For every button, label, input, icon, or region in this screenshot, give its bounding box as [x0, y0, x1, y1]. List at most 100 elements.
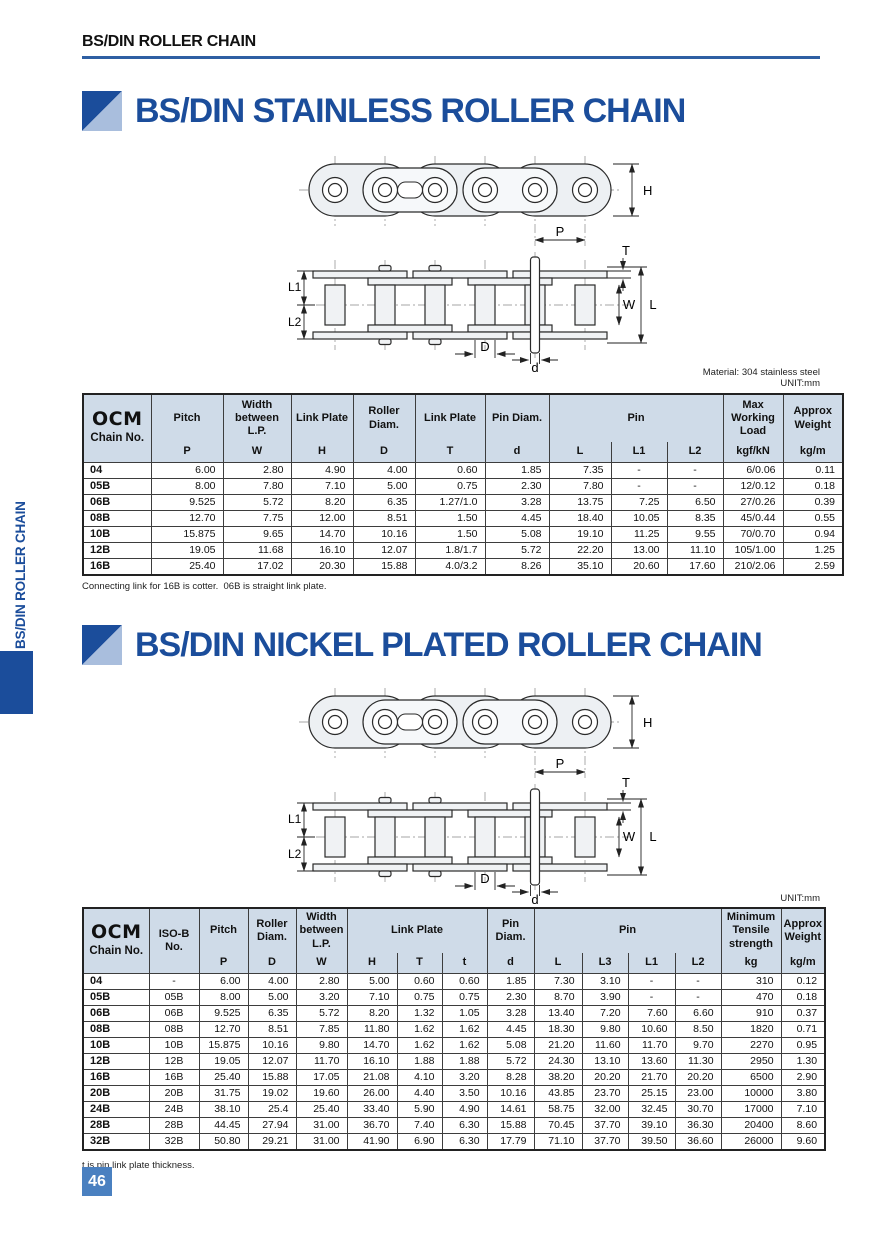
value-cell: 13.40 [533, 1004, 583, 1022]
dim-label-L1: L1 [288, 280, 302, 294]
column-group-header: Roller Diam. [352, 393, 416, 442]
value-cell: 11.68 [222, 541, 292, 559]
section-marker-icon [82, 91, 122, 131]
column-group-header: Width between L.P. [295, 907, 348, 953]
value-cell: 3.28 [484, 493, 550, 511]
value-cell: 5.08 [486, 1036, 535, 1054]
value-cell: 5.08 [484, 525, 550, 543]
value-cell: 4.10 [396, 1068, 443, 1086]
value-cell: 3.20 [441, 1068, 488, 1086]
value-cell: 38.20 [533, 1068, 583, 1086]
value-cell: 1.62 [441, 1036, 488, 1054]
dimension-lines [297, 695, 647, 896]
value-cell: - [610, 461, 668, 479]
table-row: 06B 9.525 5.72 8.20 6.35 1.27/1.0 3.28 13.75 7.2… [82, 493, 844, 511]
value-cell: 27/0.26 [722, 493, 784, 511]
column-group-header: Roller Diam. [247, 907, 297, 953]
value-cell: - [666, 461, 724, 479]
value-cell: 2270 [720, 1036, 782, 1054]
side-view-chain [312, 256, 608, 354]
brand-sub-label: Chain No. [89, 944, 144, 957]
value-cell: 24B [148, 1100, 200, 1118]
brand-sub-label: Chain No. [90, 432, 145, 445]
value-cell: 0.60 [414, 461, 486, 479]
value-cell: 7.85 [295, 1020, 348, 1038]
value-cell: - [627, 972, 676, 990]
value-cell: 35.10 [548, 557, 612, 575]
dim-label-L2: L2 [288, 847, 302, 861]
value-cell: 11.80 [346, 1020, 398, 1038]
value-cell: 0.60 [396, 972, 443, 990]
value-cell: 25.4 [247, 1100, 297, 1118]
value-cell: 14.70 [290, 525, 354, 543]
value-cell: 2.30 [484, 477, 550, 495]
value-cell: 37.70 [581, 1116, 629, 1134]
chain-no-cell: 10B [82, 1036, 150, 1054]
value-cell: 1.8/1.7 [414, 541, 486, 559]
value-cell: 14.61 [486, 1100, 535, 1118]
value-cell: 7.80 [222, 477, 292, 495]
column-symbol-header: t [441, 953, 488, 974]
roller-chain-technical-drawing: H P T L1 L2 W L D d [288, 156, 657, 375]
chain-no-cell: 10B [82, 525, 152, 543]
value-cell: 70.45 [533, 1116, 583, 1134]
value-cell: 11.70 [295, 1052, 348, 1070]
value-cell: 3.90 [581, 988, 629, 1006]
value-cell: 6.90 [396, 1132, 443, 1150]
brand-chain-no-header: OCM Chain No. [82, 393, 152, 463]
value-cell: - [674, 988, 722, 1006]
value-cell: 0.94 [782, 525, 844, 543]
column-group-header: Approx Weight [780, 907, 826, 953]
column-symbol-header: L1 [627, 953, 676, 974]
chain-no-cell: 12B [82, 1052, 150, 1070]
chain-no-cell: 32B [82, 1132, 150, 1150]
section1-title-text: BS/DIN STAINLESS ROLLER CHAIN [135, 91, 686, 130]
value-cell: 19.05 [198, 1052, 249, 1070]
value-cell: 9.80 [581, 1020, 629, 1038]
column-group-header: Max Working Load [722, 393, 784, 442]
value-cell: 4.00 [352, 461, 416, 479]
chain-no-cell: 05B [82, 477, 152, 495]
column-symbol-header: L2 [666, 442, 724, 463]
value-cell: 10.16 [352, 525, 416, 543]
table-row: 08B 12.70 7.75 12.00 8.51 1.50 4.45 18.40 10.05 8… [82, 509, 844, 527]
value-cell: 18.30 [533, 1020, 583, 1038]
value-cell: 7.80 [548, 477, 612, 495]
value-cell: 27.94 [247, 1116, 297, 1134]
dim-label-L: L [649, 297, 656, 312]
value-cell: 17.79 [486, 1132, 535, 1150]
value-cell: 1.88 [396, 1052, 443, 1070]
value-cell: 9.60 [780, 1132, 826, 1150]
roller-chain-technical-drawing: H P T L1 L2 W L D d [288, 688, 657, 907]
value-cell: 11.30 [674, 1052, 722, 1070]
value-cell: 41.90 [346, 1132, 398, 1150]
value-cell: 10.16 [247, 1036, 297, 1054]
chain-no-cell: 04 [82, 461, 152, 479]
column-group-header: Link Plate [346, 907, 488, 953]
column-symbol-header: d [484, 442, 550, 463]
value-cell: 4.45 [486, 1020, 535, 1038]
value-cell: 4.0/3.2 [414, 557, 486, 575]
dim-label-P: P [556, 756, 565, 771]
dim-label-L1: L1 [288, 812, 302, 826]
value-cell: 7.75 [222, 509, 292, 527]
column-symbol-header: H [290, 442, 354, 463]
value-cell: 58.75 [533, 1100, 583, 1118]
dim-label-d: d [531, 360, 538, 374]
value-cell: 11.25 [610, 525, 668, 543]
column-group-header: Pitch [150, 393, 224, 442]
value-cell: 2.80 [222, 461, 292, 479]
chain-no-cell: 08B [82, 1020, 150, 1038]
unit-note-1: UNIT:mm [780, 377, 820, 389]
section-marker-icon [82, 625, 122, 665]
sidebar-tab-block [0, 651, 33, 714]
value-cell: 1.50 [414, 525, 486, 543]
value-cell: 3.80 [780, 1084, 826, 1102]
column-symbol-header: L3 [581, 953, 629, 974]
value-cell: 15.875 [198, 1036, 249, 1054]
value-cell: 7.30 [533, 972, 583, 990]
value-cell: 3.20 [295, 988, 348, 1006]
column-group-header: Pin [533, 907, 722, 953]
value-cell: - [627, 988, 676, 1006]
column-group-header: Width between L.P. [222, 393, 292, 442]
